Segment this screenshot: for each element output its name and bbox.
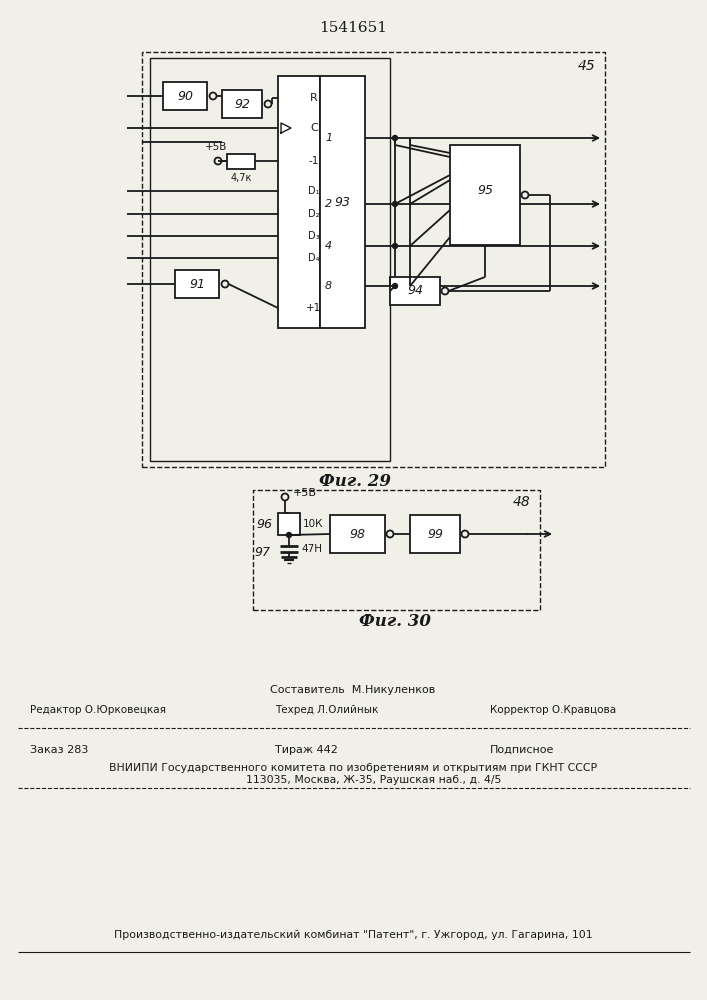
- Circle shape: [392, 135, 397, 140]
- Bar: [450, 145, 520, 245]
- Text: Подписное: Подписное: [490, 745, 554, 755]
- Bar: [320, 76, 365, 328]
- Text: -1: -1: [309, 156, 319, 166]
- Text: D₂: D₂: [308, 209, 320, 219]
- Circle shape: [286, 532, 291, 538]
- Text: 99: 99: [427, 528, 443, 540]
- Text: +5B: +5B: [293, 488, 317, 498]
- Text: Редактор О.Юрковецкая: Редактор О.Юрковецкая: [30, 705, 166, 715]
- Text: 97: 97: [254, 546, 270, 558]
- Text: 93: 93: [334, 196, 351, 209]
- Text: Производственно-издательский комбинат "Патент", г. Ужгород, ул. Гагарина, 101: Производственно-издательский комбинат "П…: [114, 930, 592, 940]
- Text: 10К: 10К: [303, 519, 323, 529]
- Text: ВНИИПИ Государственного комитета по изобретениям и открытиям при ГКНТ СССР: ВНИИПИ Государственного комитета по изоб…: [109, 763, 597, 773]
- Text: C: C: [310, 123, 318, 133]
- Text: 48: 48: [513, 495, 531, 509]
- Circle shape: [392, 202, 397, 207]
- Circle shape: [392, 243, 397, 248]
- Text: D₁: D₁: [308, 186, 320, 196]
- Text: +1: +1: [306, 303, 322, 313]
- Text: 113035, Москва, Ж-35, Раушская наб., д. 4/5: 113035, Москва, Ж-35, Раушская наб., д. …: [204, 775, 502, 785]
- Text: 95: 95: [477, 184, 493, 196]
- Text: 94: 94: [407, 284, 423, 298]
- Bar: [278, 513, 300, 535]
- Text: +5B: +5B: [205, 142, 227, 152]
- Bar: [175, 270, 219, 298]
- Bar: [142, 52, 605, 467]
- Text: 8: 8: [325, 281, 332, 291]
- Text: 90: 90: [177, 90, 193, 103]
- Bar: [253, 490, 540, 610]
- Text: Корректор О.Кравцова: Корректор О.Кравцова: [490, 705, 616, 715]
- Text: 45: 45: [578, 59, 596, 73]
- Text: 2: 2: [325, 199, 332, 209]
- Text: 91: 91: [189, 277, 205, 290]
- Text: 92: 92: [234, 98, 250, 110]
- Text: 4: 4: [325, 241, 332, 251]
- Text: Техред Л.Олийнык: Техред Л.Олийнык: [275, 705, 378, 715]
- Text: Тираж 442: Тираж 442: [275, 745, 338, 755]
- Text: D₄: D₄: [308, 253, 320, 263]
- Bar: [227, 154, 255, 169]
- Text: D₃: D₃: [308, 231, 320, 241]
- Bar: [163, 82, 207, 110]
- Circle shape: [392, 284, 397, 288]
- Text: R: R: [310, 93, 318, 103]
- Bar: [222, 90, 262, 118]
- Text: 47Н: 47Н: [301, 544, 322, 554]
- Bar: [150, 58, 390, 461]
- Text: 96: 96: [256, 518, 272, 530]
- Text: 1: 1: [325, 133, 332, 143]
- Bar: [330, 515, 385, 553]
- Text: Заказ 283: Заказ 283: [30, 745, 88, 755]
- Bar: [410, 515, 460, 553]
- Text: 4,7к: 4,7к: [230, 173, 252, 183]
- Bar: [278, 76, 320, 328]
- Text: Фиг. 30: Фиг. 30: [359, 613, 431, 631]
- Bar: [390, 277, 440, 305]
- Text: 1541651: 1541651: [319, 21, 387, 35]
- Text: 98: 98: [349, 528, 366, 540]
- Text: Фиг. 29: Фиг. 29: [319, 474, 391, 490]
- Text: Составитель  М.Никуленков: Составитель М.Никуленков: [270, 685, 436, 695]
